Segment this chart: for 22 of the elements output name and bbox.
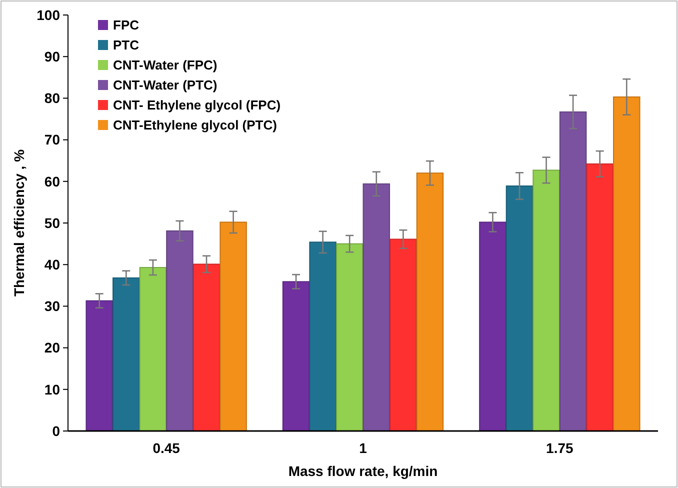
y-tick-label: 20 (44, 340, 60, 356)
legend-label: CNT- Ethylene glycol (FPC) (113, 98, 281, 113)
legend-label: CNT-Ethylene glycol (PTC) (113, 118, 277, 133)
x-tick-label: 1 (359, 440, 368, 456)
x-tick-label: 1.75 (546, 440, 574, 456)
y-tick-label: 0 (52, 422, 60, 439)
y-tick-label: 30 (44, 298, 60, 314)
y-tick-label: 40 (44, 256, 60, 272)
y-tick-label: 70 (44, 132, 60, 148)
y-tick-label: 10 (44, 381, 60, 398)
y-tick-label: 50 (44, 214, 60, 231)
legend-label: PTC (113, 38, 140, 53)
x-axis-title: Mass flow rate, kg/min (288, 463, 438, 479)
y-tick-label: 90 (44, 48, 60, 64)
y-tick-label: 60 (44, 173, 60, 190)
y-tick-label: 100 (36, 6, 60, 23)
x-tick-label: 0.45 (152, 440, 180, 456)
y-axis-title: Thermal efficiency , % (11, 148, 27, 297)
legend-label: FPC (113, 18, 140, 33)
legend-label: CNT-Water (FPC) (113, 58, 218, 73)
y-tick-label: 80 (44, 90, 60, 106)
legend-label: CNT-Water (PTC) (113, 78, 218, 93)
